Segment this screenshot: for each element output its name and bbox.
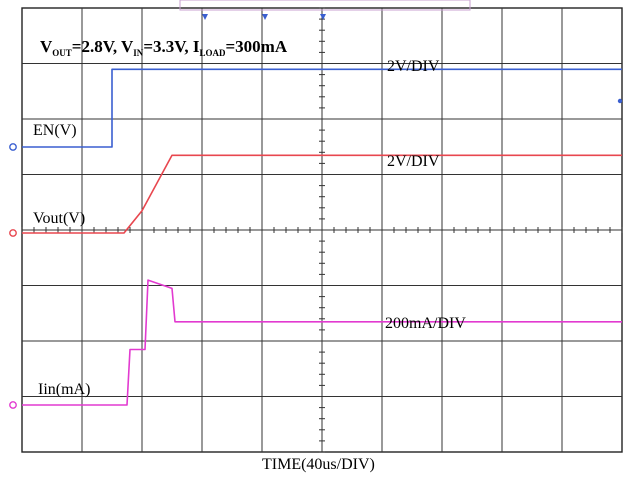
channel-marker (9, 401, 17, 409)
en-scale-label: 2V/DIV (387, 58, 440, 75)
trigger-marker (202, 14, 208, 20)
en-series-label: EN(V) (33, 122, 77, 139)
channel-marker (9, 143, 17, 151)
channel-marker (9, 229, 17, 237)
trace-env (22, 68, 622, 148)
trace-voutv (22, 154, 622, 234)
vout-scale-label: 2V/DIV (387, 153, 440, 170)
chart-title: VOUT=2.8V, VIN=3.3V, ILOAD=300mA (40, 37, 288, 58)
trace-iinma (22, 279, 622, 406)
grid (21, 7, 623, 453)
vout-series-label: Vout(V) (33, 210, 85, 227)
trigger-markers (179, 0, 623, 104)
traces (9, 68, 622, 409)
trigger-marker (320, 14, 326, 20)
x-axis-label: TIME(40us/DIV) (262, 456, 375, 473)
trigger-window (179, 0, 471, 11)
trace-end-marker (617, 98, 623, 104)
iin-scale-label: 200mA/DIV (385, 315, 466, 332)
trigger-marker (262, 14, 268, 20)
iin-series-label: Iin(mA) (38, 381, 90, 398)
